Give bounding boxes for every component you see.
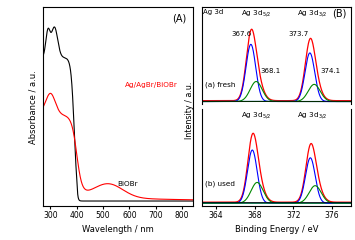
- X-axis label: Binding Energy / eV: Binding Energy / eV: [235, 225, 318, 234]
- Text: 368.1: 368.1: [260, 68, 280, 74]
- Text: Ag 3d$_{5/2}$: Ag 3d$_{5/2}$: [240, 8, 271, 19]
- Text: 367.6: 367.6: [231, 30, 252, 36]
- Text: Ag 3d$_{3/2}$: Ag 3d$_{3/2}$: [297, 110, 328, 121]
- Text: 374.1: 374.1: [320, 68, 340, 74]
- X-axis label: Wavelength / nm: Wavelength / nm: [82, 225, 153, 234]
- Text: BiOBr: BiOBr: [118, 181, 138, 187]
- Text: Ag 3d$_{3/2}$: Ag 3d$_{3/2}$: [297, 8, 328, 19]
- Text: (B): (B): [333, 8, 347, 18]
- Y-axis label: Absorbance / a.u.: Absorbance / a.u.: [28, 70, 37, 144]
- Text: (a) fresh: (a) fresh: [204, 82, 235, 88]
- Text: Intensity / a.u.: Intensity / a.u.: [185, 82, 195, 139]
- Text: 373.7: 373.7: [289, 30, 309, 36]
- Text: Ag 3d: Ag 3d: [203, 9, 223, 15]
- Text: Ag 3d$_{5/2}$: Ag 3d$_{5/2}$: [240, 110, 271, 121]
- Text: Ag/AgBr/BiOBr: Ag/AgBr/BiOBr: [125, 82, 178, 88]
- Text: (A): (A): [172, 13, 186, 23]
- Text: (b) used: (b) used: [204, 180, 235, 186]
